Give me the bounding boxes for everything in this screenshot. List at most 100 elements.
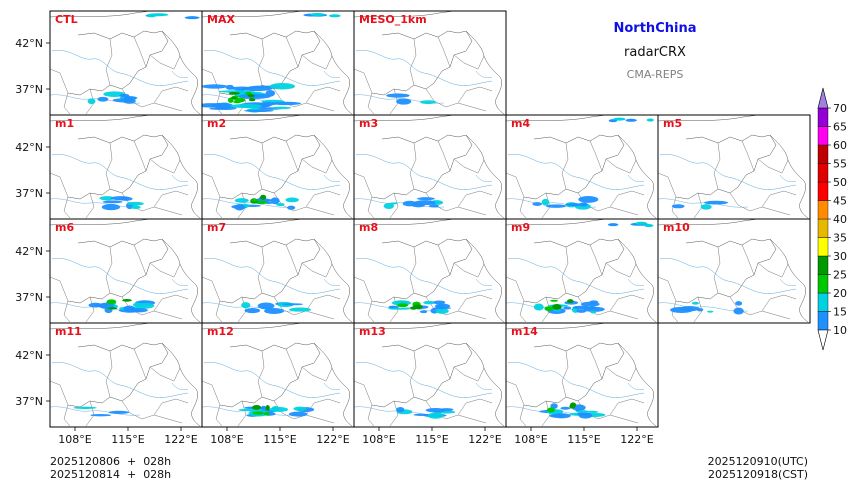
- radar-echo: [635, 221, 648, 225]
- map-panel: m5: [657, 114, 811, 220]
- radar-echo: [265, 89, 276, 97]
- init-time-cst: 2025120814 + 028h: [50, 468, 172, 481]
- colorbar-extend-max: [817, 87, 829, 109]
- panel-label: m3: [359, 117, 378, 130]
- radar-echo: [383, 203, 395, 209]
- radar-echo: [541, 198, 550, 206]
- variable-title: radarCRX: [624, 45, 686, 60]
- radar-echo: [583, 306, 605, 312]
- valid-time-cst: 2025120918(CST): [708, 468, 808, 481]
- radar-echo: [646, 118, 654, 122]
- radar-echo: [671, 204, 685, 209]
- radar-echo: [264, 307, 284, 315]
- radar-echo-strong: [552, 304, 562, 310]
- radar-echo: [269, 82, 296, 90]
- panel-label: m7: [207, 221, 226, 234]
- radar-echo: [218, 90, 253, 93]
- radar-echo: [293, 406, 307, 411]
- radar-echo: [241, 302, 251, 309]
- lon-tick-label: 122°E: [620, 433, 653, 446]
- colorbar-level-label: 40: [833, 213, 847, 226]
- radar-echo: [184, 16, 200, 20]
- radar-echo-strong: [251, 198, 258, 202]
- radar-echo: [276, 202, 285, 207]
- radar-echo: [388, 305, 399, 309]
- radar-echo: [402, 200, 417, 207]
- radar-echo: [132, 302, 143, 308]
- colorbar-level-label: 50: [833, 176, 847, 189]
- colorbar-level-label: 35: [833, 232, 847, 245]
- radar-echo-strong: [260, 194, 267, 200]
- colorbar-level-label: 55: [833, 158, 847, 171]
- colorbar-segment: [817, 144, 829, 164]
- panel-label: MAX: [207, 13, 235, 26]
- radar-echo-strong: [567, 299, 574, 304]
- colorbar-segment: [817, 200, 829, 220]
- init-time-utc: 2025120806 + 028h: [50, 455, 172, 468]
- radar-echo: [119, 93, 130, 98]
- panel-label: m4: [511, 117, 530, 130]
- radar-echo: [287, 205, 296, 210]
- radar-echo: [579, 202, 588, 207]
- panel-label: m2: [207, 117, 226, 130]
- radar-echo: [97, 96, 109, 102]
- radar-echo: [101, 203, 121, 211]
- radar-echo-strong: [569, 404, 576, 409]
- radar-echo: [210, 102, 234, 109]
- colorbar-segment: [817, 274, 829, 294]
- radar-echo: [417, 197, 435, 201]
- radar-echo: [130, 205, 141, 210]
- radar-echo-strong: [248, 98, 256, 102]
- colorbar-segment: [817, 107, 829, 127]
- valid-time-utc: 2025120910(UTC): [707, 455, 808, 468]
- radar-echo: [271, 106, 292, 110]
- radar-echo: [260, 101, 277, 106]
- colorbar-level-label: 45: [833, 195, 847, 208]
- colorbar-level-label: 10: [833, 324, 847, 337]
- lon-tick-label: 108°E: [362, 433, 395, 446]
- map-panel: m12 108°E 115°E 122°E: [201, 322, 355, 446]
- map-panel: m6 42°N 37°N: [15, 218, 203, 324]
- lat-tick-label: 42°N: [15, 245, 43, 258]
- colorbar-level-label: 15: [833, 306, 847, 319]
- radar-echo: [99, 196, 115, 201]
- colorbar-segment: [817, 181, 829, 201]
- radar-echo-strong: [122, 298, 132, 302]
- radar-echo: [704, 200, 728, 205]
- lat-tick-label: 37°N: [15, 83, 43, 96]
- model-title: CMA-REPS: [626, 68, 684, 81]
- radar-echo: [225, 84, 234, 90]
- colorbar-extend-min: [817, 329, 829, 351]
- panel-label: m1: [55, 117, 74, 130]
- colorbar-segment: [817, 311, 829, 331]
- radar-echo-strong: [412, 304, 423, 310]
- radar-echo: [270, 197, 280, 205]
- radar-echo-strong: [252, 411, 264, 415]
- radar-echo-strong: [255, 200, 268, 205]
- radar-echo: [289, 307, 312, 312]
- panel-label: m6: [55, 221, 74, 234]
- radar-echo: [243, 109, 274, 113]
- lon-tick-label: 122°E: [164, 433, 197, 446]
- lat-tick-label: 42°N: [15, 141, 43, 154]
- radar-echo: [607, 223, 619, 227]
- radar-echo: [285, 197, 299, 203]
- radar-echo-strong: [247, 94, 255, 98]
- radar-echo: [428, 204, 440, 208]
- colorbar-level-label: 20: [833, 287, 847, 300]
- radar-echo: [433, 300, 446, 305]
- map-panel: m10: [657, 218, 811, 324]
- lon-tick-label: 108°E: [210, 433, 243, 446]
- radar-echo: [112, 98, 134, 103]
- lat-tick-label: 37°N: [15, 291, 43, 304]
- map-panel: MAX: [201, 10, 355, 116]
- colorbar: 10 15 20 25 30 35 40 45 50 55 60 65 70: [817, 87, 847, 351]
- lon-tick-label: 115°E: [415, 433, 448, 446]
- radar-echo: [244, 308, 261, 314]
- radar-echo: [108, 410, 130, 415]
- radar-echo: [735, 301, 743, 306]
- radar-echo-strong: [252, 405, 262, 410]
- radar-echo: [234, 198, 249, 203]
- lon-tick-label: 115°E: [567, 433, 600, 446]
